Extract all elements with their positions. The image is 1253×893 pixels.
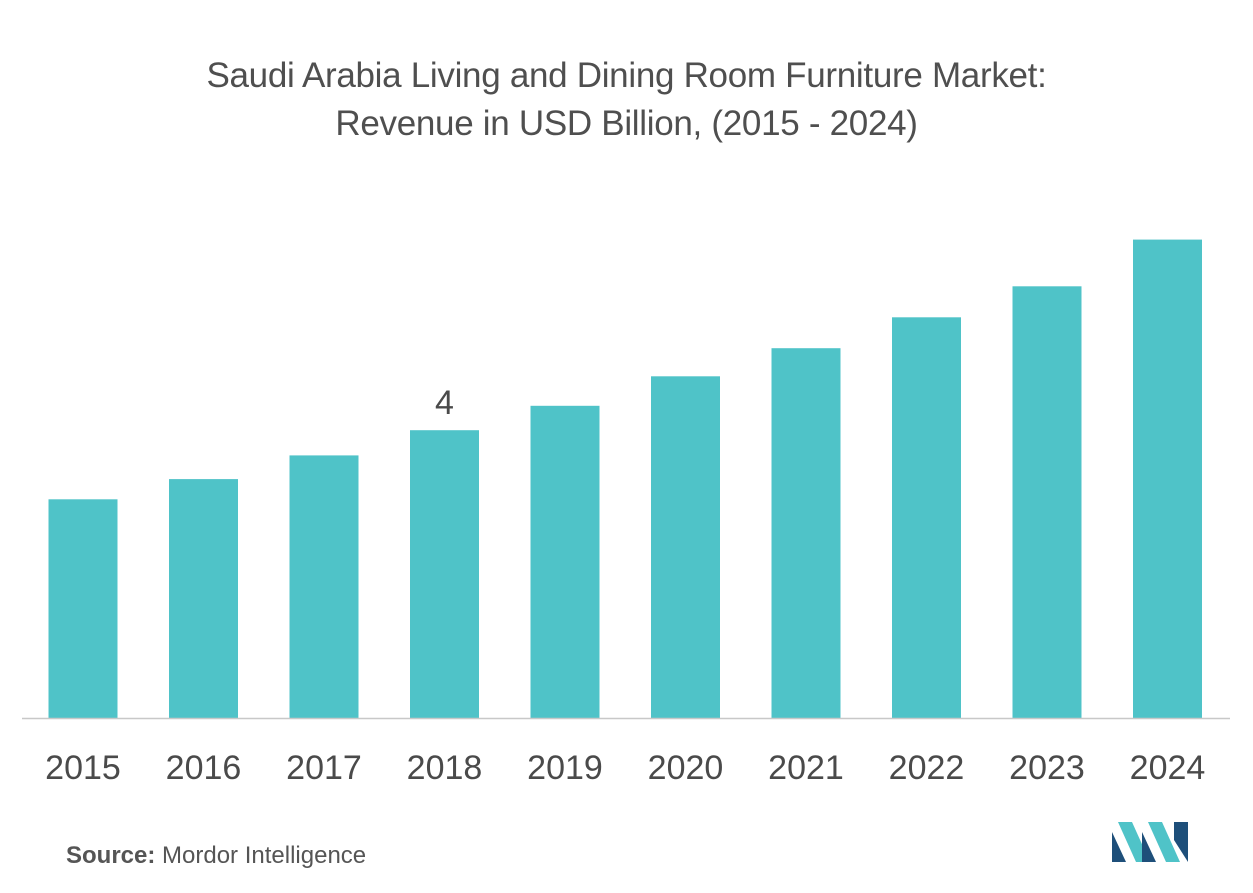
bar-2022 (892, 317, 961, 718)
x-tick-label-2018: 2018 (407, 749, 483, 787)
bar-2024 (1133, 239, 1202, 718)
bar-2018 (410, 430, 479, 718)
logo-shape-5 (1174, 822, 1188, 862)
logo-shape-3 (1142, 832, 1156, 862)
bar-2016 (169, 479, 238, 718)
x-tick-label-2019: 2019 (527, 749, 603, 787)
x-tick-label-2015: 2015 (45, 749, 121, 787)
chart-title-line-2: Revenue in USD Billion, (2015 - 2024) (335, 104, 918, 143)
bar-2020 (651, 376, 720, 718)
x-tick-label-2021: 2021 (768, 749, 844, 787)
mordor-intelligence-logo-icon (1112, 822, 1188, 862)
x-tick-label-2016: 2016 (166, 749, 242, 787)
chart-title: Saudi Arabia Living and Dining Room Furn… (0, 52, 1253, 148)
x-tick-label-2020: 2020 (648, 749, 724, 787)
source-label: Source: (66, 842, 156, 869)
x-tick-label-2022: 2022 (889, 749, 965, 787)
x-tick-label-2024: 2024 (1130, 749, 1206, 787)
data-label-2018: 4 (435, 384, 454, 422)
source-text: Mordor Intelligence (162, 842, 367, 869)
bar-2019 (530, 405, 600, 718)
bar-2015 (48, 499, 118, 718)
logo-shape-1 (1112, 832, 1126, 862)
bar-2023 (1012, 286, 1082, 718)
bar-2017 (289, 455, 359, 718)
x-tick-label-2023: 2023 (1009, 749, 1085, 787)
bar-2021 (771, 348, 841, 718)
x-tick-label-2017: 2017 (286, 749, 362, 787)
chart-title-line-1: Saudi Arabia Living and Dining Room Furn… (206, 56, 1047, 95)
logo-shape-4 (1148, 822, 1180, 862)
source-note: Source: Mordor Intelligence (66, 842, 366, 870)
